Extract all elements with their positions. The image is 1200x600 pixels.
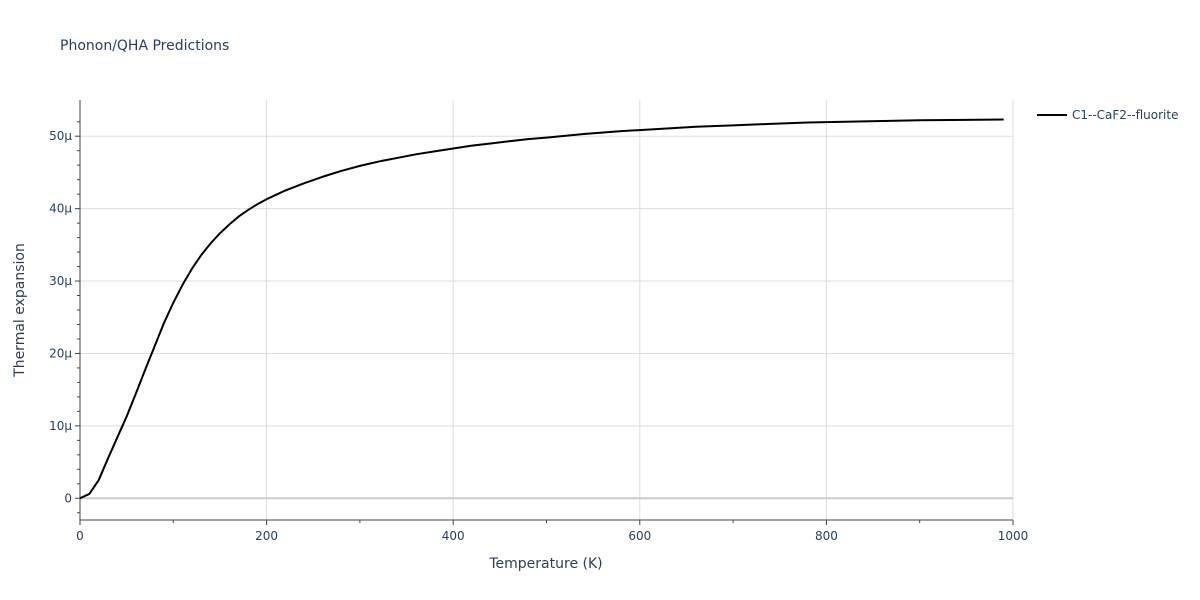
x-tick-label: 1000: [998, 529, 1029, 543]
series-line: [79, 118, 1004, 500]
x-axis-ticks: 0 200 400 600 800 1000: [76, 520, 1028, 543]
legend-label: C1--CaF2--fluorite: [1072, 108, 1178, 122]
plot-area[interactable]: [79, 118, 1004, 500]
chart-title: Phonon/QHA Predictions: [60, 38, 229, 54]
y-tick-label: 50μ: [49, 129, 72, 143]
y-tick-label: 20μ: [49, 346, 72, 360]
axes: [79, 100, 1013, 521]
gridlines: [80, 100, 1014, 520]
y-tick-label: 10μ: [49, 419, 72, 433]
x-tick-label: 800: [815, 529, 838, 543]
y-axis-ticks: 0 10μ 20μ 30μ 40μ 50μ: [49, 121, 80, 514]
x-axis-title: Temperature (K): [488, 556, 602, 572]
x-tick-label: 400: [442, 529, 465, 543]
x-tick-label: 600: [628, 529, 651, 543]
x-tick-label: 0: [76, 529, 84, 543]
x-tick-label: 200: [255, 529, 278, 543]
legend[interactable]: C1--CaF2--fluorite: [1037, 108, 1178, 122]
y-tick-label: 40μ: [49, 202, 72, 216]
y-tick-label: 0: [64, 491, 72, 505]
y-tick-label: 30μ: [49, 274, 72, 288]
y-axis-title: Thermal expansion: [12, 243, 28, 378]
